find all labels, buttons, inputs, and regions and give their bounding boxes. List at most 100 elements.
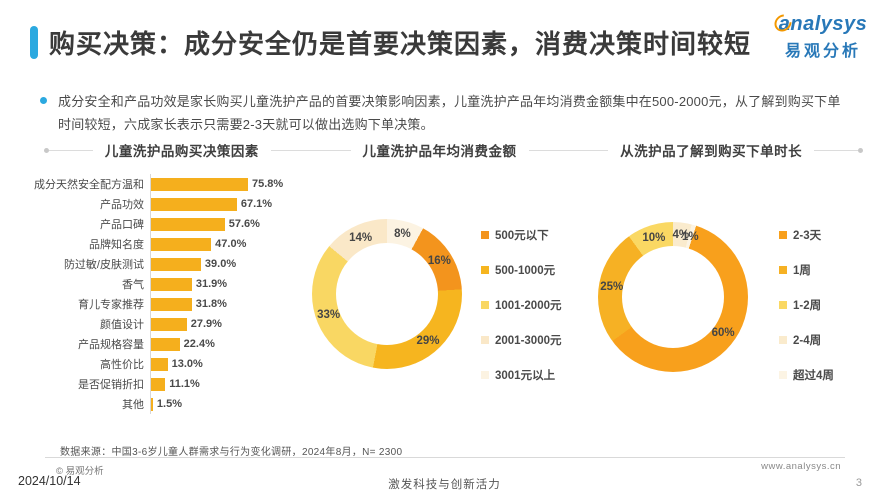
bar-value-label: 67.1% bbox=[240, 198, 273, 210]
annual-spend-donut-chart: 8% 16% 29% 33% 14% bbox=[312, 219, 462, 369]
bar-track: 47.0% bbox=[150, 234, 306, 254]
legend-swatch-icon bbox=[779, 371, 787, 379]
legend-item: 500元以下 bbox=[481, 227, 562, 243]
legend-label: 500元以下 bbox=[495, 230, 549, 242]
bar-fill bbox=[151, 337, 180, 351]
bar-value-label: 57.6% bbox=[228, 218, 260, 230]
bar-row: 颜值设计 27.9% bbox=[34, 314, 306, 334]
legend-label: 2-4周 bbox=[793, 335, 822, 347]
bar-track: 31.8% bbox=[150, 294, 306, 314]
bar-fill bbox=[151, 277, 192, 291]
date-stamp: 2024/10/14 bbox=[18, 474, 81, 488]
divider-line bbox=[528, 149, 609, 151]
bar-row: 育儿专家推荐 31.8% bbox=[34, 294, 306, 314]
bar-fill bbox=[151, 197, 237, 211]
bar-row: 产品口碑 57.6% bbox=[34, 214, 306, 234]
bar-track: 67.1% bbox=[150, 194, 306, 214]
divider-line bbox=[814, 149, 858, 151]
bar-value-label: 75.8% bbox=[252, 178, 284, 190]
header: 购买决策：成分安全仍是首要决策因素，消费决策时间较短 bbox=[30, 24, 751, 61]
bar-row: 产品规格容量 22.4% bbox=[34, 334, 306, 354]
legend-swatch-icon bbox=[779, 336, 787, 344]
bar-fill bbox=[151, 357, 168, 371]
bar-row: 成分天然安全配方温和 75.8% bbox=[34, 174, 306, 194]
bar-value-label: 31.8% bbox=[195, 298, 227, 310]
key-findings: 成分安全和产品功效是家长购买儿童洗护产品的首要决策影响因素，儿童洗护产品年均消费… bbox=[40, 90, 847, 137]
bar-row: 香气 31.9% bbox=[34, 274, 306, 294]
bar-track: 1.5% bbox=[150, 394, 306, 414]
bar-category-label: 产品规格容量 bbox=[78, 339, 144, 351]
donut-slice-label: 4% bbox=[672, 229, 690, 242]
legend-item: 1001-2000元 bbox=[481, 297, 562, 313]
bar-rows: 成分天然安全配方温和 75.8% 产品功效 67.1% 产品口碑 57.6% 品牌知名度 47… bbox=[34, 174, 306, 414]
bar-fill bbox=[151, 377, 166, 391]
donut-slice-label: 29% bbox=[416, 334, 440, 347]
title-accent-bar bbox=[30, 26, 38, 59]
legend-swatch-icon bbox=[481, 371, 489, 379]
bar-category-label: 产品功效 bbox=[100, 199, 144, 211]
page-title: 购买决策：成分安全仍是首要决策因素，消费决策时间较短 bbox=[49, 29, 752, 59]
bar-row: 是否促销折扣 11.1% bbox=[34, 374, 306, 394]
legend-label: 2-3天 bbox=[793, 230, 822, 242]
bar-track: 13.0% bbox=[150, 354, 306, 374]
footer-divider bbox=[45, 457, 845, 458]
data-source-note: 数据来源：中国3-6岁儿童人群需求与行为变化调研，2024年8月，N= 2300 bbox=[60, 447, 403, 458]
bar-track: 11.1% bbox=[150, 374, 306, 394]
bar-track: 31.9% bbox=[150, 274, 306, 294]
decision-factors-bar-chart: 成分天然安全配方温和 75.8% 产品功效 67.1% 产品口碑 57.6% 品牌知名度 47… bbox=[34, 174, 306, 414]
bar-category-label: 防过敏/皮肤测试 bbox=[63, 259, 144, 271]
bar-fill bbox=[151, 237, 212, 251]
legend-swatch-icon bbox=[779, 266, 787, 274]
donut-slice-label: 1% bbox=[681, 231, 699, 244]
bullet-icon bbox=[40, 97, 47, 104]
bar-fill bbox=[151, 217, 225, 231]
bar-value-label: 13.0% bbox=[171, 358, 203, 370]
footer-slogan: 激发科技与创新活力 bbox=[388, 479, 501, 491]
divider-line bbox=[49, 149, 93, 151]
bar-fill bbox=[151, 177, 249, 191]
brand-logo: analysys 易观分析 bbox=[770, 10, 875, 61]
bar-category-label: 品牌知名度 bbox=[89, 239, 144, 251]
bar-value-label: 11.1% bbox=[169, 378, 200, 390]
donut-slice-label: 60% bbox=[711, 327, 735, 340]
legend-item: 2-3天 bbox=[779, 227, 834, 243]
bar-value-label: 39.0% bbox=[204, 258, 237, 270]
legend-item: 2-4周 bbox=[779, 332, 834, 348]
bar-row: 高性价比 13.0% bbox=[34, 354, 306, 374]
bar-row: 防过敏/皮肤测试 39.0% bbox=[34, 254, 306, 274]
donut-slice-label: 33% bbox=[317, 309, 341, 321]
bar-track: 57.6% bbox=[150, 214, 306, 234]
donut-hole bbox=[622, 246, 724, 348]
legend-label: 3001元以上 bbox=[495, 370, 556, 382]
legend-swatch-icon bbox=[481, 231, 489, 239]
bar-value-label: 1.5% bbox=[156, 398, 182, 410]
purchase-time-legend: 2-3天 1周 1-2周 2-4周 超过4周 bbox=[779, 227, 834, 383]
legend-label: 1001-2000元 bbox=[495, 300, 562, 312]
bar-category-label: 产品口碑 bbox=[100, 219, 144, 231]
bar-fill bbox=[151, 317, 187, 331]
bar-category-label: 其他 bbox=[122, 399, 144, 411]
legend-swatch-icon bbox=[481, 266, 489, 274]
copyright-note: © 易观分析 bbox=[56, 466, 104, 477]
divider-dot-left bbox=[44, 147, 49, 153]
donut-slice-label: 8% bbox=[394, 227, 411, 240]
bar-row: 品牌知名度 47.0% bbox=[34, 234, 306, 254]
legend-label: 2001-3000元 bbox=[495, 335, 562, 347]
legend-swatch-icon bbox=[779, 231, 787, 239]
donut-slice-label: 16% bbox=[427, 254, 451, 267]
bar-category-label: 育儿专家推荐 bbox=[78, 299, 144, 311]
donut-slice-label: 10% bbox=[642, 232, 666, 245]
bar-fill bbox=[151, 297, 192, 311]
bar-track: 27.9% bbox=[150, 314, 306, 334]
legend-label: 1周 bbox=[793, 265, 811, 277]
donut-slice-label: 25% bbox=[600, 281, 624, 294]
legend-item: 2001-3000元 bbox=[481, 332, 562, 348]
bar-category-label: 高性价比 bbox=[100, 359, 144, 371]
bar-category-label: 是否促销折扣 bbox=[78, 379, 144, 391]
legend-item: 1周 bbox=[779, 262, 834, 278]
bar-category-label: 成分天然安全配方温和 bbox=[34, 179, 144, 191]
bar-track: 75.8% bbox=[150, 174, 306, 194]
section-title-row: 儿童洗护品购买决策因素 儿童洗护品年均消费金额 从洗护品了解到购买下单时长 bbox=[44, 142, 863, 159]
bar-track: 39.0% bbox=[150, 254, 306, 274]
bar-category-label: 香气 bbox=[122, 279, 144, 291]
